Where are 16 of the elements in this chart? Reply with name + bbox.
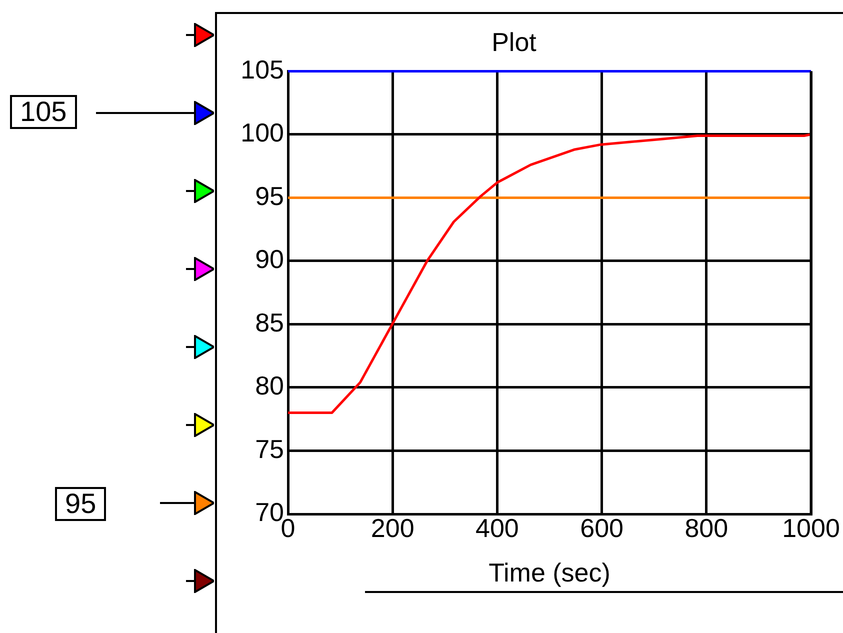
x-tick-label: 200: [370, 512, 414, 543]
y-tick-label: 105: [240, 54, 284, 84]
x-tick-label: 400: [476, 512, 519, 543]
x-tick-label: 1000: [782, 512, 840, 543]
x-axis-title: Time (sec): [488, 558, 610, 588]
chart-title: Plot: [492, 26, 538, 57]
y-tick-label: 75: [255, 434, 284, 464]
y-tick-label: 85: [255, 307, 284, 338]
y-tick-label: 80: [255, 370, 284, 401]
x-tick-label: 600: [580, 512, 624, 543]
x-tick-label: 800: [684, 512, 728, 543]
y-tick-label: 100: [240, 118, 284, 148]
y-tick-label: 95: [255, 180, 284, 211]
text: 95: [55, 487, 106, 521]
text: 105: [10, 95, 77, 129]
y-tick-label: 90: [255, 244, 284, 274]
